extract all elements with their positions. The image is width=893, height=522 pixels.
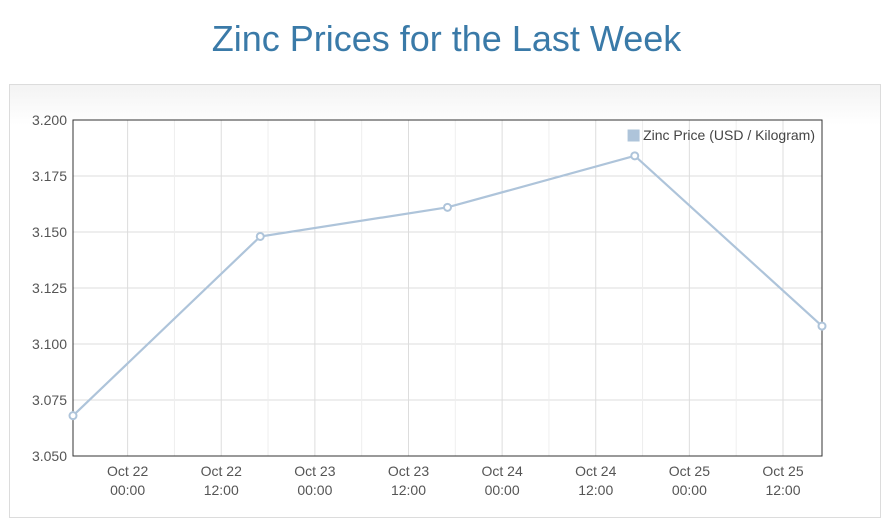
y-tick-label: 3.175 bbox=[32, 168, 67, 184]
y-tick-label: 3.050 bbox=[32, 448, 67, 464]
x-tick-date-label: Oct 22 bbox=[107, 463, 148, 479]
x-axis: Oct 22 00:00 Oct 22 12:00 Oct 23 00:00 Oct 23 1… bbox=[107, 463, 804, 498]
grid-lines bbox=[73, 119, 822, 457]
data-point[interactable] bbox=[630, 151, 640, 161]
data-point[interactable] bbox=[817, 321, 827, 331]
x-tick-date-label: Oct 22 bbox=[201, 463, 242, 479]
x-tick-date-label: Oct 25 bbox=[762, 463, 803, 479]
data-point[interactable] bbox=[255, 231, 265, 241]
y-tick-label: 3.125 bbox=[32, 280, 67, 296]
y-tick-label: 3.200 bbox=[32, 112, 67, 128]
chart-panel: 3.200 3.175 3.150 3.125 3.100 3.075 3.050 Oct … bbox=[9, 84, 881, 518]
x-tick-time-label: 00:00 bbox=[110, 482, 145, 498]
x-tick-date-label: Oct 24 bbox=[575, 463, 616, 479]
x-tick-date-label: Oct 23 bbox=[388, 463, 429, 479]
line-chart: 3.200 3.175 3.150 3.125 3.100 3.075 3.050 Oct … bbox=[32, 112, 827, 498]
data-point[interactable] bbox=[68, 411, 78, 421]
series-line bbox=[72, 154, 823, 417]
x-tick-date-label: Oct 24 bbox=[481, 463, 522, 479]
y-tick-label: 3.150 bbox=[32, 224, 67, 240]
x-tick-time-label: 00:00 bbox=[485, 482, 520, 498]
y-tick-label: 3.100 bbox=[32, 336, 67, 352]
x-tick-time-label: 12:00 bbox=[204, 482, 239, 498]
legend-label: Zinc Price (USD / Kilogram) bbox=[643, 127, 815, 143]
x-tick-time-label: 12:00 bbox=[391, 482, 426, 498]
x-tick-date-label: Oct 23 bbox=[294, 463, 335, 479]
data-point[interactable] bbox=[443, 202, 452, 212]
series-layer bbox=[68, 151, 827, 421]
x-tick-time-label: 12:00 bbox=[578, 482, 613, 498]
x-tick-time-label: 12:00 bbox=[765, 482, 800, 498]
x-tick-date-label: Oct 25 bbox=[669, 463, 710, 479]
x-tick-time-label: 00:00 bbox=[297, 482, 332, 498]
plot-area bbox=[72, 119, 823, 457]
y-tick-label: 3.075 bbox=[32, 392, 67, 408]
legend: Zinc Price (USD / Kilogram) bbox=[626, 127, 815, 143]
x-tick-time-label: 00:00 bbox=[672, 482, 707, 498]
y-axis: 3.200 3.175 3.150 3.125 3.100 3.075 3.050 bbox=[32, 112, 67, 464]
chart-title: Zinc Prices for the Last Week bbox=[211, 18, 682, 59]
legend-swatch bbox=[626, 128, 641, 143]
